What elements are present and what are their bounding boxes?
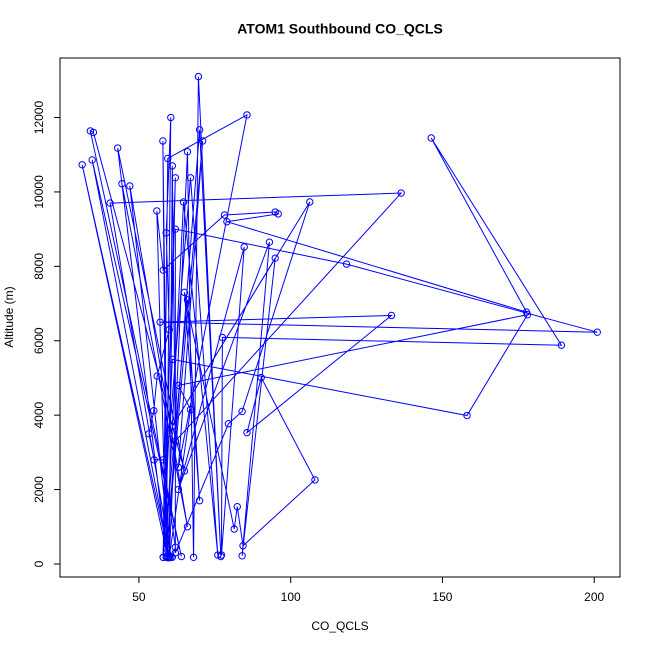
- data-point: [593, 328, 601, 336]
- data-point: [162, 545, 170, 553]
- x-axis-label: CO_QCLS: [311, 619, 368, 633]
- data-point: [126, 182, 134, 190]
- data-point: [195, 497, 204, 505]
- data-point: [306, 198, 314, 206]
- data-point: [168, 422, 177, 431]
- data-point: [168, 162, 177, 170]
- data-point: [150, 456, 158, 464]
- data-point: [342, 260, 351, 268]
- data-point: [223, 217, 231, 226]
- data-point: [218, 333, 227, 342]
- y-tick-label: 12000: [32, 101, 46, 135]
- data-point: [180, 288, 189, 297]
- data-point: [168, 355, 177, 364]
- data-point: [174, 381, 183, 390]
- data-point: [183, 523, 192, 531]
- data-point: [397, 189, 405, 197]
- y-tick-label: 10000: [32, 175, 46, 209]
- x-tick-label: 200: [584, 590, 604, 604]
- data-point: [257, 373, 265, 382]
- data-point: [165, 553, 173, 561]
- data-point: [113, 144, 122, 152]
- data-point: [183, 296, 192, 304]
- data-point: [174, 463, 183, 471]
- data-point: [78, 161, 86, 169]
- data-point: [311, 476, 319, 484]
- data-point: [183, 148, 192, 156]
- data-point: [156, 318, 164, 326]
- data-point: [214, 551, 222, 559]
- data-point: [164, 154, 172, 163]
- data-point: [162, 229, 170, 237]
- data-point: [153, 372, 161, 380]
- data-point: [265, 238, 274, 246]
- data-point: [194, 72, 203, 81]
- data-point: [271, 254, 279, 262]
- data-point: [557, 341, 566, 349]
- data-point: [153, 207, 161, 215]
- data-point: [233, 502, 241, 511]
- data-line: [81, 76, 598, 559]
- x-tick-label: 100: [281, 590, 301, 604]
- data-point: [186, 174, 195, 182]
- data-point: [189, 553, 198, 561]
- data-point: [162, 552, 170, 561]
- data-point: [238, 407, 246, 416]
- data-point: [220, 211, 229, 219]
- data-point: [243, 111, 251, 119]
- y-tick-label: 6000: [32, 327, 46, 354]
- data-point: [186, 405, 195, 414]
- data-point: [224, 420, 233, 428]
- data-point: [195, 126, 204, 134]
- data-point: [171, 225, 180, 233]
- data-point: [387, 311, 396, 320]
- data-point: [523, 311, 532, 319]
- data-point: [274, 210, 282, 218]
- data-point: [238, 552, 246, 560]
- data-point: [463, 411, 471, 420]
- data-point: [174, 485, 183, 494]
- data-point: [198, 137, 207, 145]
- y-tick-label: 2000: [32, 476, 46, 503]
- data-point: [165, 430, 173, 438]
- data-point: [159, 266, 167, 274]
- data-point: [171, 549, 180, 557]
- data-point: [177, 552, 186, 561]
- data-point: [88, 156, 96, 164]
- data-point: [159, 137, 167, 145]
- data-point: [150, 406, 158, 415]
- data-point: [167, 113, 175, 122]
- x-tick-label: 150: [432, 590, 452, 604]
- y-tick-label: 4000: [32, 401, 46, 428]
- x-tick-label: 50: [132, 590, 146, 604]
- chart-title: ATOM1 Southbound CO_QCLS: [237, 21, 443, 37]
- data-point: [171, 437, 180, 445]
- data-point: [243, 428, 251, 437]
- data-point: [106, 199, 114, 207]
- data-point: [159, 456, 167, 464]
- data-point: [427, 134, 435, 142]
- y-tick-label: 0: [32, 560, 46, 567]
- data-point: [171, 174, 180, 182]
- data-point: [230, 525, 238, 533]
- data-point: [118, 180, 126, 188]
- y-tick-label: 8000: [32, 253, 46, 280]
- y-axis-label: Altitude (m): [2, 286, 16, 347]
- data-point: [145, 430, 153, 438]
- plot-frame: [59, 57, 621, 578]
- data-point: [165, 325, 173, 334]
- data-point: [179, 198, 188, 206]
- data-point: [180, 467, 189, 475]
- data-point: [240, 243, 248, 251]
- data-point: [217, 551, 226, 559]
- data-point: [171, 543, 180, 551]
- data-point: [89, 128, 98, 137]
- data-point: [239, 542, 247, 550]
